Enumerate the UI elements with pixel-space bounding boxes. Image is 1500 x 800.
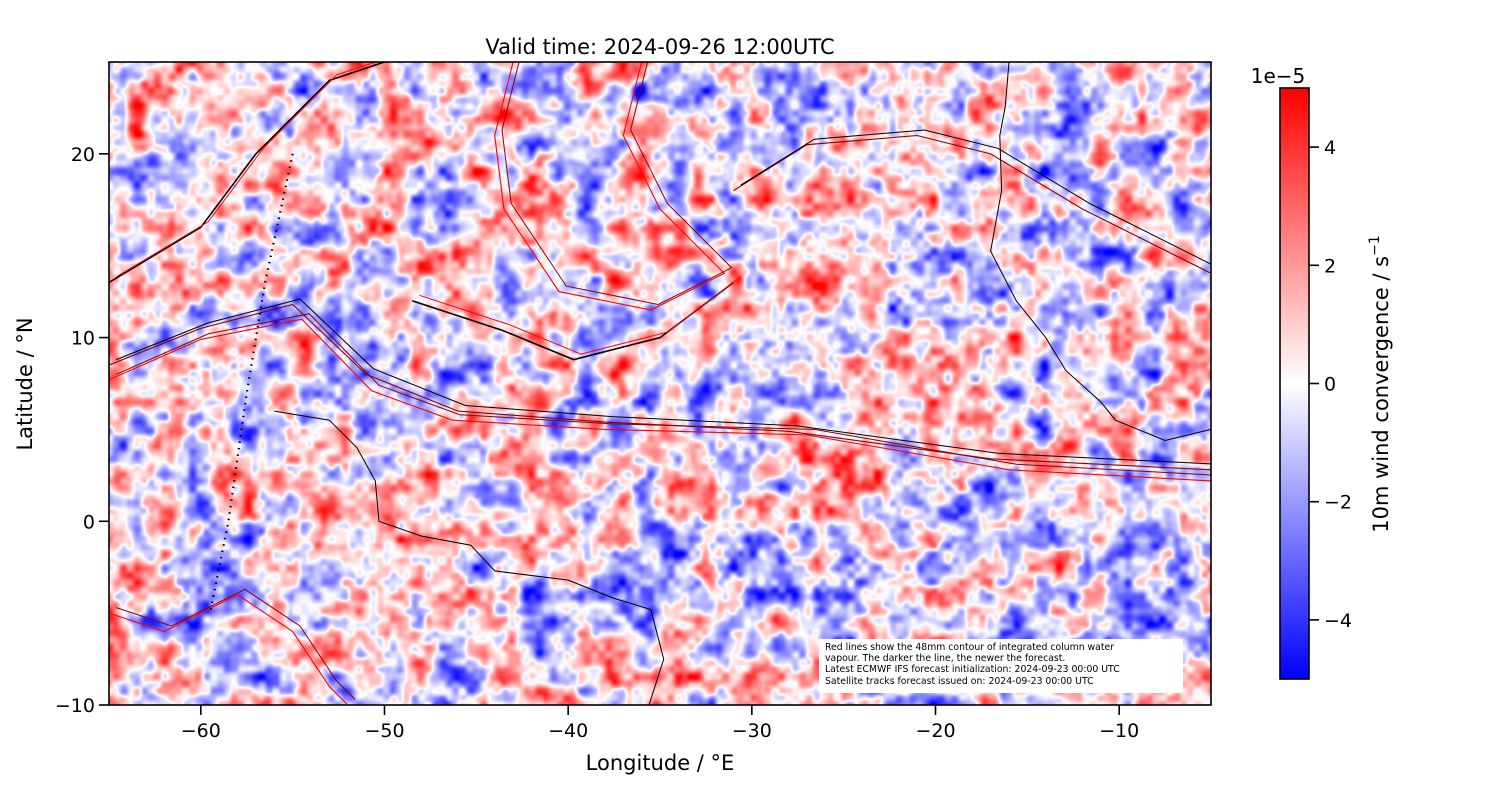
wv-contour-line [116, 298, 1211, 465]
wv-contour-line [109, 594, 349, 705]
coastline [990, 62, 1211, 442]
colorbar-multiplier: 1e−5 [1251, 64, 1306, 88]
wv-contour-line [501, 62, 733, 306]
wv-contour-line [419, 276, 742, 355]
y-tick-label: −10 [55, 695, 95, 717]
convergence-heatmap [109, 62, 1211, 705]
x-tick-label: −20 [915, 720, 955, 742]
wv-contour-line [116, 588, 356, 700]
wv-contour-line [109, 303, 1211, 471]
annotation-line: vapour. The darker the line, the newer t… [825, 653, 1066, 665]
colorbar-tick-label: −2 [1324, 492, 1352, 514]
wv-contour-line [494, 62, 726, 311]
colorbar-tick-label: 4 [1324, 137, 1336, 159]
wv-contour-line [109, 318, 1211, 482]
y-tick-label: 20 [71, 144, 95, 166]
coastline [274, 410, 665, 705]
chart-title: Valid time: 2024-09-26 12:00UTC [485, 35, 834, 59]
colorbar-tick-label: 2 [1324, 255, 1336, 277]
wv-contour-line [733, 134, 1211, 274]
annotation-line: Latest ECMWF IFS forecast initialization… [825, 664, 1120, 676]
wv-contour-line [109, 62, 385, 284]
plot-frame [108, 61, 1212, 706]
x-axis: −60 −50 −40 −30 −20 −10 [181, 705, 1139, 742]
annotation-line: Red lines show the 48mm contour of integ… [825, 642, 1115, 653]
x-axis-label: Longitude / °E [586, 751, 735, 775]
annotation-line: Satellite tracks forecast issued on: 202… [825, 675, 1094, 687]
x-tick-label: −30 [732, 720, 772, 742]
y-axis-label: Latitude / °N [13, 317, 37, 450]
overlay-group [109, 62, 1211, 705]
wv-contour-line [740, 129, 1211, 265]
wv-contour-line [116, 313, 1211, 476]
colorbar-tick-label: 0 [1324, 374, 1336, 396]
x-tick-label: −50 [364, 720, 404, 742]
y-tick-label: 10 [71, 328, 95, 350]
colorbar-label: 10m wind convergence / s−1 [1367, 235, 1393, 533]
y-axis: −10 0 10 20 [55, 144, 109, 717]
wv-contour-line [116, 62, 377, 278]
x-tick-label: −60 [181, 720, 221, 742]
colorbar [1279, 87, 1310, 680]
satellite-track [208, 153, 294, 614]
annotation-box: Red lines show the 48mm contour of integ… [819, 639, 1183, 693]
map-overlays [109, 62, 1211, 705]
colorbar-ticks: −4 −2 0 2 4 [1309, 137, 1352, 632]
colorbar-tick-label: −4 [1324, 610, 1352, 632]
x-tick-label: −40 [548, 720, 588, 742]
x-tick-label: −10 [1099, 720, 1139, 742]
y-tick-label: 0 [83, 511, 95, 533]
